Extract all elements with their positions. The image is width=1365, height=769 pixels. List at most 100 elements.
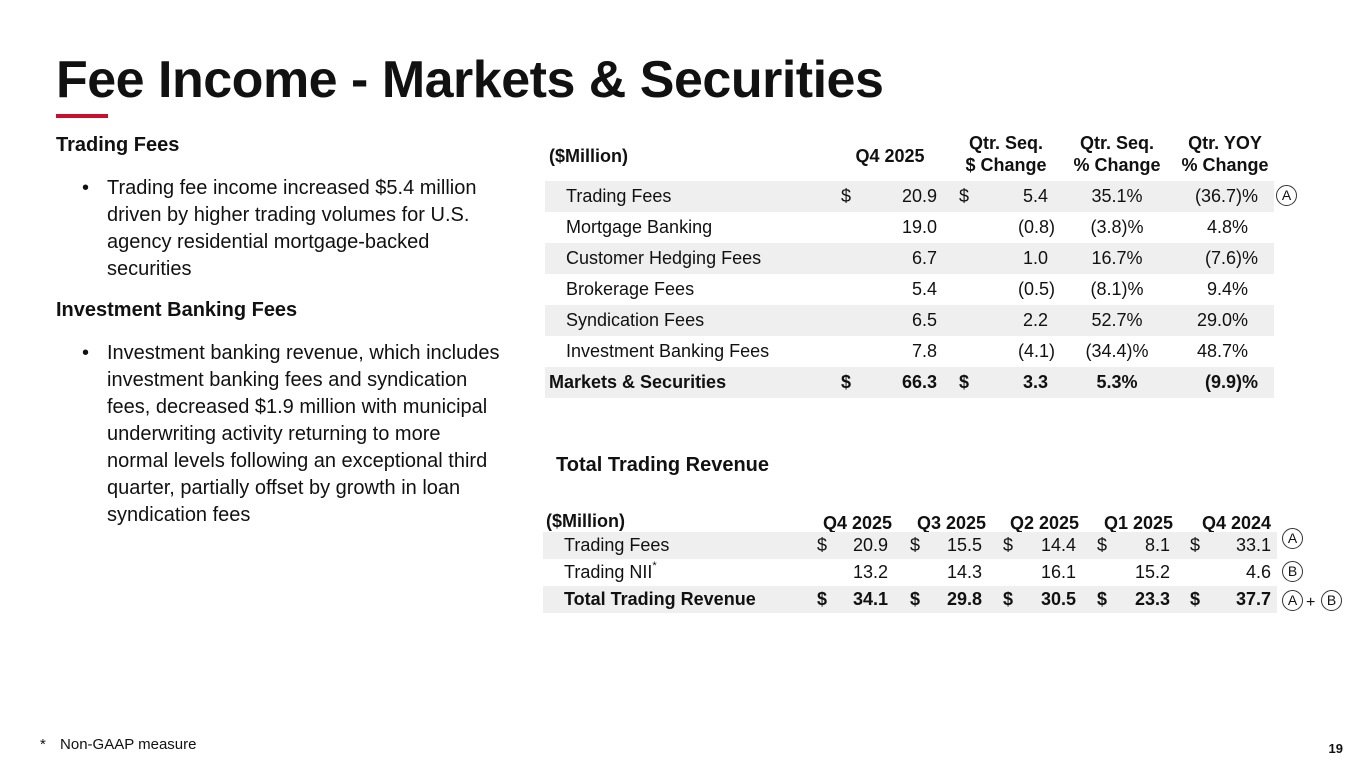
ib-fees-bullet-text: Investment banking revenue, which includ… (107, 342, 500, 526)
trading-fees-bullet: • Trading fee income increased $5.4 mill… (56, 175, 506, 283)
value-seq-dollar: (0.5) (1017, 279, 1055, 299)
row-label: Brokerage Fees (566, 279, 695, 299)
value-q4: 7.8 (911, 341, 937, 361)
value-q2-2025: 16.1 (1040, 562, 1076, 582)
currency-symbol: $ (817, 589, 828, 609)
trading-fees-heading: Trading Fees (56, 134, 180, 156)
value-seq-dollar: 2.2 (1022, 310, 1048, 330)
row-label: Total Trading Revenue (564, 589, 756, 609)
value-q3-2025: 14.3 (946, 562, 982, 582)
value-q1-2025: 23.3 (1134, 589, 1170, 609)
row-label: Investment Banking Fees (566, 341, 770, 361)
value-yoy: (36.7)% (1194, 186, 1258, 206)
trading-table-col: Q3 2025 (916, 513, 986, 533)
value-q4: 19.0 (901, 217, 937, 237)
row-label: Trading NII* (564, 559, 657, 586)
fee-table-col-yoy: Qtr. YOY % Change (1170, 132, 1280, 180)
value-q2-2025: 14.4 (1040, 535, 1076, 555)
value-yoy: (9.9)% (1204, 372, 1258, 392)
trading-revenue-title: Total Trading Revenue (556, 454, 769, 476)
value-yoy: 9.4% (1206, 279, 1248, 299)
value-q1-2025: 8.1 (1144, 535, 1170, 555)
footnote: * Non-GAAP measure (40, 736, 196, 753)
footnote-mark: * (40, 736, 46, 753)
value-q4-2025: 20.9 (852, 535, 888, 555)
col-seq-dollar-line2: $ Change (965, 155, 1047, 175)
col-yoy-line1: Qtr. YOY (1188, 133, 1262, 153)
currency-symbol: $ (1003, 589, 1014, 609)
currency-symbol: $ (1097, 589, 1108, 609)
table-row: Investment Banking Fees 7.8 (4.1) (34.4)… (545, 336, 1274, 367)
value-q4-2024: 4.6 (1245, 562, 1271, 582)
marker-a-badge: A (1276, 185, 1297, 206)
value-q2-2025: 30.5 (1040, 589, 1076, 609)
footnote-text: Non-GAAP measure (60, 736, 197, 753)
table-row-total: Markets & Securities $ 66.3 $ 3.3 5.3% (… (545, 367, 1274, 398)
fee-table-col-seq-pct: Qtr. Seq. % Change (1062, 132, 1172, 180)
value-seq-pct: (8.1)% (1090, 279, 1144, 299)
marker-b-badge: B (1321, 590, 1342, 611)
value-q4: 5.4 (911, 279, 937, 299)
trading-table-unit-header: ($Million) (546, 511, 625, 531)
page-number: 19 (1328, 741, 1343, 756)
row-label: Mortgage Banking (566, 217, 713, 237)
row-label: Customer Hedging Fees (566, 248, 762, 268)
value-seq-pct: (34.4)% (1085, 341, 1149, 361)
title-accent-bar (56, 114, 108, 118)
value-seq-pct: 35.1% (1091, 186, 1143, 206)
value-q4: 20.9 (901, 186, 937, 206)
ib-fees-heading: Investment Banking Fees (56, 299, 298, 321)
trading-table-col: Q2 2025 (1009, 513, 1079, 533)
table-row: Trading Fees $ 20.9 $ 15.5 $ 14.4 $ 8.1 … (543, 532, 1277, 559)
table-row: Customer Hedging Fees 6.7 1.0 16.7% (7.6… (545, 243, 1274, 274)
table-row-total: Total Trading Revenue $ 34.1 $ 29.8 $ 30… (543, 586, 1277, 613)
value-yoy: 4.8% (1206, 217, 1248, 237)
currency-symbol: $ (959, 186, 970, 206)
value-yoy: (7.6)% (1204, 248, 1258, 268)
marker-a-badge: A (1282, 528, 1303, 549)
value-seq-pct: (3.8)% (1090, 217, 1144, 237)
value-seq-dollar: (4.1) (1017, 341, 1055, 361)
currency-symbol: $ (910, 535, 921, 555)
col-yoy-line2: % Change (1181, 155, 1269, 175)
currency-symbol: $ (1097, 535, 1108, 555)
row-label: Syndication Fees (566, 310, 705, 330)
value-q4-2025: 34.1 (852, 589, 888, 609)
currency-symbol: $ (1190, 535, 1201, 555)
value-q4-2025: 13.2 (852, 562, 888, 582)
footnote-marker: * (652, 560, 657, 572)
value-q4: 6.5 (911, 310, 937, 330)
table-row: Trading NII* 13.2 14.3 16.1 15.2 4.6 (543, 559, 1277, 586)
page-title: Fee Income - Markets & Securities (56, 51, 884, 109)
value-q4-2024: 37.7 (1235, 589, 1271, 609)
currency-symbol: $ (817, 535, 828, 555)
value-seq-pct: 16.7% (1091, 248, 1143, 268)
value-yoy: 29.0% (1196, 310, 1248, 330)
table-row: Mortgage Banking 19.0 (0.8) (3.8)% 4.8% (545, 212, 1274, 243)
value-seq-pct: 5.3% (1096, 372, 1138, 392)
trading-table-col: Q1 2025 (1103, 513, 1173, 533)
commentary: Trading Fees • Trading fee income increa… (56, 132, 506, 543)
currency-symbol: $ (1003, 535, 1014, 555)
marker-a-badge: A (1282, 590, 1303, 611)
row-label: Trading Fees (566, 186, 672, 206)
bullet-dot: • (82, 177, 90, 199)
col-seq-pct-line1: Qtr. Seq. (1079, 133, 1155, 153)
marker-b-badge: B (1282, 561, 1303, 582)
value-seq-pct: 52.7% (1091, 310, 1143, 330)
value-q4: 6.7 (911, 248, 937, 268)
col-seq-dollar-line1: Qtr. Seq. (968, 133, 1044, 153)
value-seq-dollar: 5.4 (1022, 186, 1048, 206)
ib-fees-bullet: • Investment banking revenue, which incl… (56, 340, 506, 529)
fee-table-unit-header: ($Million) (549, 146, 628, 166)
value-yoy: 48.7% (1196, 341, 1248, 361)
value-q4-2024: 33.1 (1235, 535, 1271, 555)
currency-symbol: $ (841, 186, 852, 206)
row-label-text: Trading NII (564, 562, 653, 582)
fee-table-col-seq-dollar: Qtr. Seq. $ Change (950, 132, 1062, 180)
value-seq-dollar: 1.0 (1022, 248, 1048, 268)
value-q1-2025: 15.2 (1134, 562, 1170, 582)
row-label: Trading Fees (564, 535, 670, 555)
currency-symbol: $ (1190, 589, 1201, 609)
currency-symbol: $ (959, 372, 970, 392)
